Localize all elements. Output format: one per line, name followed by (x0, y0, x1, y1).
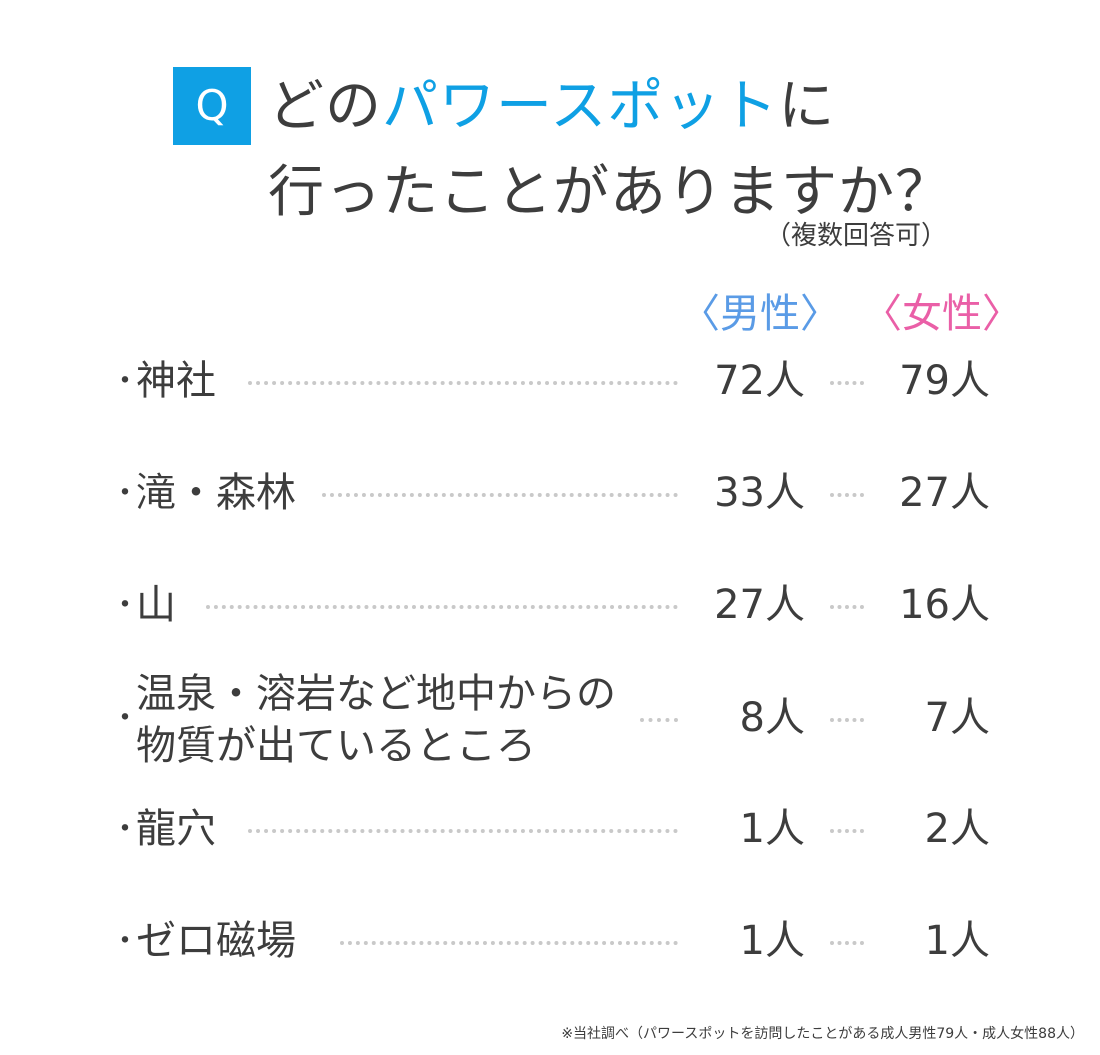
value-female: 27人 (899, 470, 990, 516)
leader-dots (640, 718, 678, 722)
row-bullet: ・ (110, 924, 140, 959)
title-part1: どの (268, 74, 382, 139)
row-label-line2: 物質が出ているところ (136, 723, 536, 769)
value-male: 8人 (739, 695, 805, 741)
question-title-line2: 行ったことがありますか？ (268, 160, 952, 225)
leader-dots (340, 941, 678, 945)
value-female: 16人 (899, 582, 990, 628)
leader-dots (206, 605, 678, 609)
value-female: 2人 (924, 806, 990, 852)
separator-dots (830, 718, 864, 722)
row-label-line1: 滝・森林 (136, 470, 296, 516)
row-bullet: ・ (110, 476, 140, 511)
table-row: ・滝・森林 33人 27人 (0, 468, 1100, 524)
separator-dots (830, 493, 864, 497)
value-female: 79人 (899, 358, 990, 404)
question-title-line1: どのパワースポットに (268, 64, 952, 150)
table-row: ・ゼロ磁場 1人 1人 (0, 916, 1100, 972)
row-bullet: ・ (110, 588, 140, 623)
value-male: 33人 (714, 470, 805, 516)
leader-dots (322, 493, 678, 497)
separator-dots (830, 829, 864, 833)
table-row: ・龍穴 1人 2人 (0, 804, 1100, 860)
value-male: 27人 (714, 582, 805, 628)
row-label: 滝・森林 (136, 468, 296, 518)
title-part2: に (778, 74, 836, 139)
row-bullet: ・ (110, 812, 140, 847)
row-bullet: ・ (110, 364, 140, 399)
separator-dots (830, 941, 864, 945)
value-male: 72人 (714, 358, 805, 404)
row-label: 神社 (136, 356, 216, 406)
value-female: 1人 (924, 918, 990, 964)
row-label-line1: 神社 (136, 358, 216, 404)
footnote: ※当社調べ（パワースポットを訪問したことがある成人男性79人・成人女性88人） (561, 1026, 1084, 1042)
row-label-line1: 龍穴 (136, 806, 216, 852)
table-row: ・温泉・溶岩など地中からの 物質が出ているところ 8人 7人 (0, 668, 1100, 772)
question-title: どのパワースポットに 行ったことがありますか？ (268, 64, 952, 236)
row-label: 龍穴 (136, 804, 216, 854)
value-male: 1人 (739, 806, 805, 852)
table-row: ・神社 72人 79人 (0, 356, 1100, 412)
row-label: 山 (136, 580, 176, 630)
separator-dots (830, 381, 864, 385)
question-badge: Q (173, 67, 251, 145)
leader-dots (248, 829, 678, 833)
row-label-line1: ゼロ磁場 (136, 918, 296, 964)
row-label-line1: 温泉・溶岩など地中からの (136, 671, 616, 717)
title-accent: パワースポット (382, 74, 779, 139)
row-bullet: ・ (110, 701, 140, 736)
value-female: 7人 (924, 695, 990, 741)
legend-male: 〈男性〉 (680, 291, 840, 337)
leader-dots (248, 381, 678, 385)
value-male: 1人 (739, 918, 805, 964)
table-row: ・山 27人 16人 (0, 580, 1100, 636)
legend-female: 〈女性〉 (862, 291, 1022, 337)
multiple-answer-note: （複数回答可） (765, 221, 948, 251)
separator-dots (830, 605, 864, 609)
row-label: ゼロ磁場 (136, 916, 296, 966)
row-label-line1: 山 (136, 582, 176, 628)
row-label: 温泉・溶岩など地中からの 物質が出ているところ (136, 668, 616, 772)
